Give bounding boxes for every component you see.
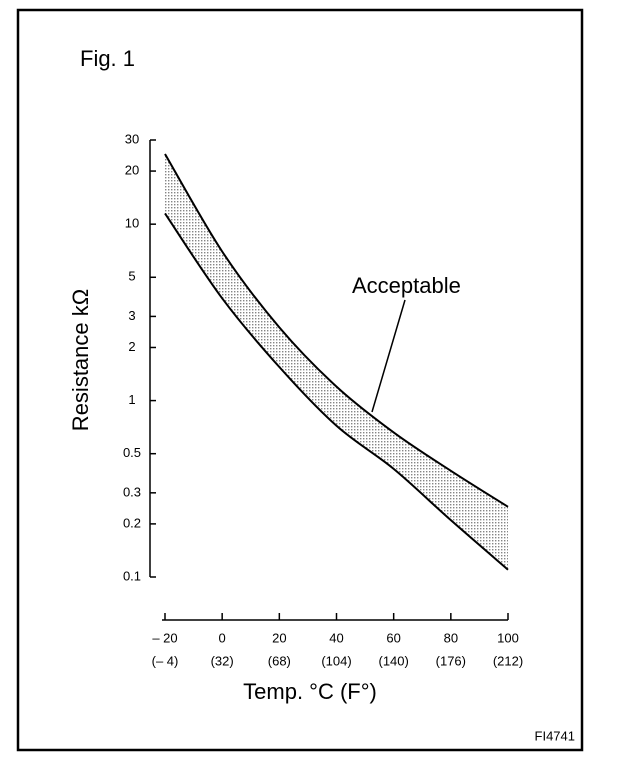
y-tick-label: 10 [125, 216, 139, 231]
leader-line [371, 299, 406, 413]
x-tick-label: 100 [497, 630, 519, 645]
chart-title: Fig. 1 [80, 46, 135, 71]
curve [164, 153, 509, 508]
frame [16, 8, 584, 752]
x-tick-label: – 20 [152, 630, 177, 645]
y-tick-label: 5 [128, 269, 135, 284]
x-tick-label: 80 [444, 630, 458, 645]
x-tick-label: 60 [386, 630, 400, 645]
annotation: Acceptable [352, 273, 461, 298]
y-tick-label: 0.5 [123, 445, 141, 460]
x-tick-label: 0 [219, 630, 226, 645]
y-tick-label: 1 [128, 392, 135, 407]
acceptable-band [165, 153, 508, 570]
x-tick-sublabel: (32) [211, 653, 234, 668]
figure-code: FI4741 [535, 728, 575, 743]
y-tick-label: 2 [128, 339, 135, 354]
x-tick-sublabel: (68) [268, 653, 291, 668]
y-tick-label: 20 [125, 163, 139, 178]
x-tick-label: 20 [272, 630, 286, 645]
x-axis-label: Temp. °C (F°) [243, 679, 377, 704]
x-tick-sublabel: (176) [436, 653, 466, 668]
y-axis-label: Resistance kΩ [68, 289, 93, 431]
y-tick-label: 0.1 [123, 568, 141, 583]
y-tick-label: 0.2 [123, 515, 141, 530]
y-tick-label: 0.3 [123, 484, 141, 499]
x-tick-sublabel: (104) [321, 653, 351, 668]
y-tick-label: 3 [128, 308, 135, 323]
curve [164, 212, 509, 571]
x-tick-label: 40 [329, 630, 343, 645]
x-tick-sublabel: (– 4) [152, 653, 179, 668]
x-tick-sublabel: (212) [493, 653, 523, 668]
x-tick-sublabel: (140) [378, 653, 408, 668]
y-tick-label: 30 [125, 131, 139, 146]
